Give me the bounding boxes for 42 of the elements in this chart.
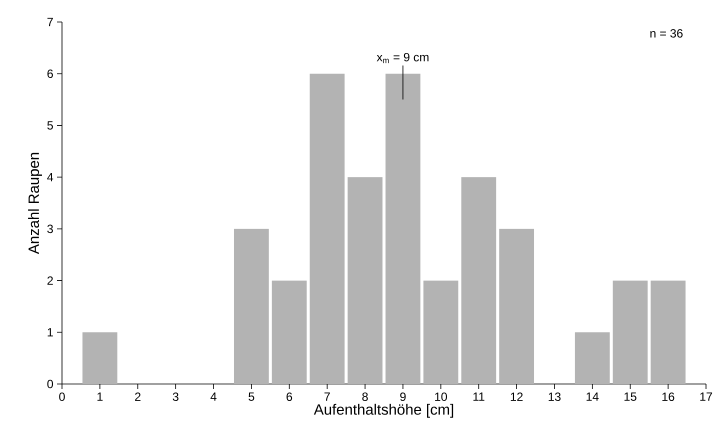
y-tick-label: 6 bbox=[47, 69, 53, 78]
bar bbox=[499, 228, 534, 384]
y-axis-title: Anzahl Raupen bbox=[28, 152, 42, 254]
y-tick-label: 4 bbox=[47, 173, 54, 182]
x-tick-label: 1 bbox=[97, 392, 103, 401]
x-tick-label: 0 bbox=[59, 392, 65, 401]
x-tick-label: 15 bbox=[624, 392, 636, 401]
bar bbox=[386, 74, 420, 384]
x-tick-label: 7 bbox=[324, 392, 330, 401]
annotation: n = 36 bbox=[650, 29, 683, 38]
bar bbox=[348, 177, 382, 384]
bar bbox=[612, 280, 648, 384]
x-tick-label: 17 bbox=[700, 392, 712, 401]
x-tick-label: 10 bbox=[435, 392, 448, 401]
x-tick-label: 4 bbox=[210, 392, 217, 401]
x-tick-label: 3 bbox=[172, 392, 178, 401]
bar bbox=[272, 280, 307, 384]
x-tick-label: 9 bbox=[400, 392, 406, 401]
annotation: x$_{m}$ = 9 cm bbox=[376, 52, 428, 64]
y-tick-label: 5 bbox=[47, 121, 53, 130]
bar bbox=[234, 228, 269, 384]
bar bbox=[423, 280, 458, 384]
y-tick-label: 1 bbox=[48, 328, 53, 336]
x-tick-label: 11 bbox=[473, 392, 484, 401]
x-tick-label: 13 bbox=[548, 392, 561, 401]
x-tick-label: 14 bbox=[586, 392, 599, 401]
x-tick-label: 16 bbox=[662, 392, 674, 401]
x-tick-label: 5 bbox=[248, 392, 254, 401]
x-tick-label: 12 bbox=[510, 392, 523, 401]
x-axis-title: Aufenthaltshöhe [cm] bbox=[314, 404, 454, 418]
bar bbox=[82, 332, 118, 384]
x-tick-label: 8 bbox=[362, 392, 368, 401]
x-tick-label: 2 bbox=[135, 392, 140, 401]
bar bbox=[650, 280, 686, 384]
bar bbox=[461, 177, 496, 384]
x-tick-label: 6 bbox=[286, 392, 292, 401]
y-tick-label: 3 bbox=[47, 224, 53, 234]
y-tick-label: 7 bbox=[47, 18, 53, 26]
bar bbox=[574, 332, 610, 384]
bar bbox=[310, 74, 345, 384]
y-tick-label: 2 bbox=[47, 276, 53, 285]
y-tick-label: 0 bbox=[47, 380, 54, 388]
